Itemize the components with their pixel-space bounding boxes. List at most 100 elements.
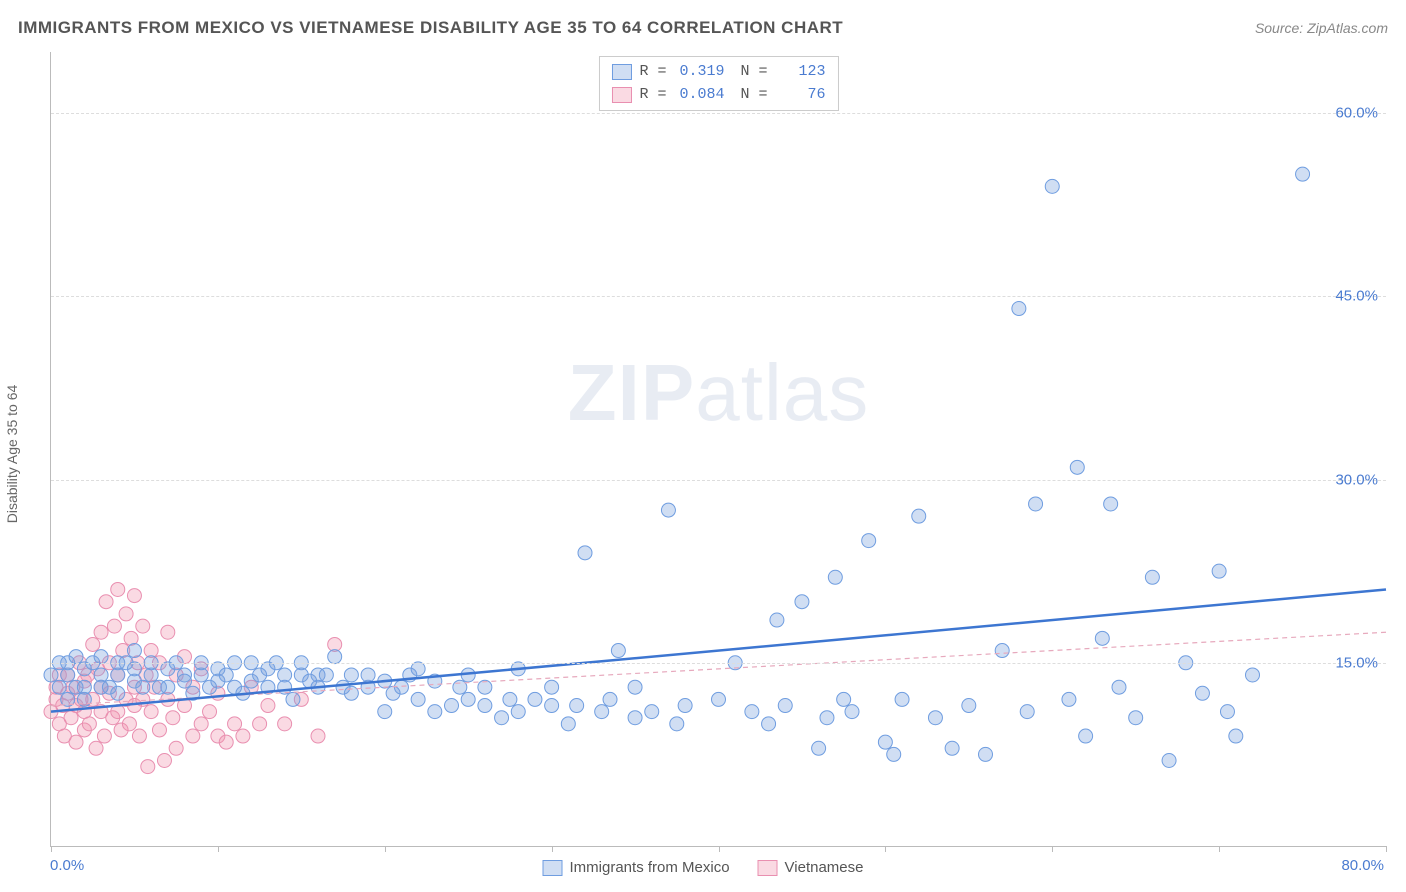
legend-item-mexico: Immigrants from Mexico <box>543 859 730 876</box>
data-point <box>845 705 859 719</box>
data-point <box>1246 668 1260 682</box>
data-point <box>82 717 96 731</box>
data-point <box>878 735 892 749</box>
x-tick-mark <box>218 846 219 852</box>
data-point <box>1045 179 1059 193</box>
swatch-vietnamese <box>758 860 778 876</box>
data-point <box>1129 711 1143 725</box>
data-point <box>97 729 111 743</box>
source-label: Source: ZipAtlas.com <box>1255 20 1388 36</box>
data-point <box>52 680 66 694</box>
data-point <box>286 692 300 706</box>
data-point <box>127 662 141 676</box>
swatch-mexico <box>611 64 631 80</box>
data-point <box>411 662 425 676</box>
data-point <box>995 644 1009 658</box>
data-point <box>89 741 103 755</box>
x-tick-mark <box>1386 846 1387 852</box>
data-point <box>595 705 609 719</box>
data-point <box>820 711 834 725</box>
data-point <box>1229 729 1243 743</box>
data-point <box>478 699 492 713</box>
data-point <box>545 680 559 694</box>
data-point <box>219 668 233 682</box>
data-point <box>86 637 100 651</box>
data-point <box>166 711 180 725</box>
data-point <box>887 747 901 761</box>
data-point <box>378 705 392 719</box>
x-tick-max: 80.0% <box>1341 857 1384 874</box>
data-point <box>895 692 909 706</box>
data-point <box>578 546 592 560</box>
data-point <box>194 717 208 731</box>
data-point <box>144 705 158 719</box>
data-point <box>119 607 133 621</box>
data-point <box>945 741 959 755</box>
data-point <box>745 705 759 719</box>
data-point <box>611 644 625 658</box>
data-point <box>94 625 108 639</box>
data-point <box>132 729 146 743</box>
data-point <box>394 680 408 694</box>
data-point <box>828 570 842 584</box>
data-point <box>603 692 617 706</box>
data-point <box>962 699 976 713</box>
data-point <box>111 582 125 596</box>
data-point <box>111 668 125 682</box>
data-point <box>136 619 150 633</box>
correlation-row-vietnamese: R = 0.084 N = 76 <box>611 84 825 107</box>
grid-line <box>51 113 1386 114</box>
y-tick-label: 30.0% <box>1335 471 1378 488</box>
data-point <box>253 717 267 731</box>
data-point <box>1212 564 1226 578</box>
data-point <box>770 613 784 627</box>
data-point <box>628 680 642 694</box>
legend-item-vietnamese: Vietnamese <box>758 859 864 876</box>
data-point <box>203 705 217 719</box>
data-point <box>228 717 242 731</box>
data-point <box>570 699 584 713</box>
data-point <box>1104 497 1118 511</box>
data-point <box>361 668 375 682</box>
data-point <box>645 705 659 719</box>
y-tick-label: 45.0% <box>1335 288 1378 305</box>
data-point <box>511 705 525 719</box>
data-point <box>44 668 58 682</box>
data-point <box>503 692 517 706</box>
data-point <box>344 668 358 682</box>
series-legend: Immigrants from Mexico Vietnamese <box>543 859 864 876</box>
data-point <box>136 680 150 694</box>
data-point <box>1296 167 1310 181</box>
data-point <box>762 717 776 731</box>
data-point <box>678 699 692 713</box>
x-tick-mark <box>51 846 52 852</box>
data-point <box>1029 497 1043 511</box>
data-point <box>795 595 809 609</box>
data-point <box>778 699 792 713</box>
data-point <box>236 729 250 743</box>
data-point <box>461 692 475 706</box>
x-tick-min: 0.0% <box>50 857 84 874</box>
data-point <box>1062 692 1076 706</box>
x-tick-mark <box>385 846 386 852</box>
data-point <box>1112 680 1126 694</box>
data-point <box>69 735 83 749</box>
data-point <box>837 692 851 706</box>
data-point <box>661 503 675 517</box>
data-point <box>561 717 575 731</box>
y-tick-label: 15.0% <box>1335 654 1378 671</box>
data-point <box>107 619 121 633</box>
data-point <box>928 711 942 725</box>
data-point <box>1162 753 1176 767</box>
y-tick-label: 60.0% <box>1335 105 1378 122</box>
x-tick-mark <box>1052 846 1053 852</box>
data-point <box>1195 686 1209 700</box>
data-point <box>979 747 993 761</box>
x-tick-mark <box>552 846 553 852</box>
data-point <box>1145 570 1159 584</box>
title-bar: IMMIGRANTS FROM MEXICO VS VIETNAMESE DIS… <box>18 18 1388 38</box>
data-point <box>186 729 200 743</box>
data-point <box>545 699 559 713</box>
plot-area: ZIPatlas R = 0.319 N = 123 R = 0.084 N =… <box>50 52 1386 847</box>
data-point <box>122 717 136 731</box>
